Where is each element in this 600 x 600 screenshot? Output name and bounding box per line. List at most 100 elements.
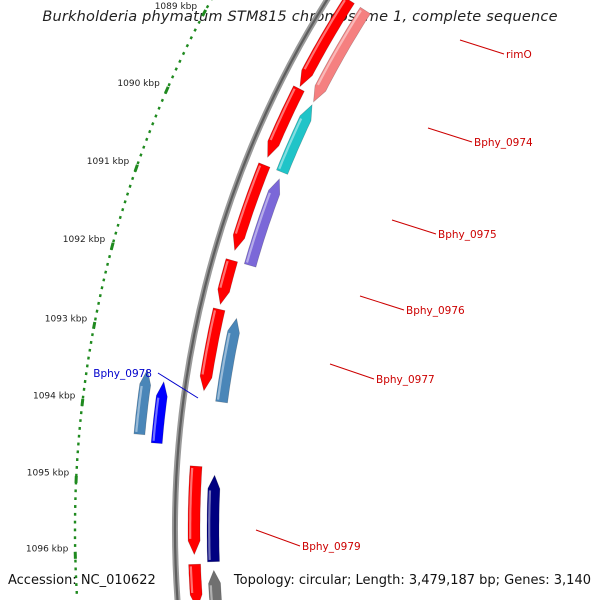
- ruler-minor-tick: [114, 231, 118, 235]
- gene-steel-outer-highlight: [135, 385, 143, 432]
- gene-label: rimO: [506, 49, 532, 61]
- gene-forward-highlight: [219, 260, 229, 288]
- gene-forward: [299, 0, 355, 88]
- gene-bphy-0979-highlight: [208, 490, 212, 560]
- ruler-minor-tick: [123, 200, 127, 204]
- sequence-stats: Topology: circular; Length: 3,479,187 bp…: [233, 573, 591, 588]
- ruler-minor-tick: [139, 153, 143, 157]
- gene-label: Bphy_0974: [474, 137, 533, 149]
- ruler-minor-tick: [178, 59, 182, 64]
- ruler-ticks: [73, 0, 213, 594]
- gene-features: [133, 0, 371, 600]
- ruler-minor-tick: [94, 317, 97, 321]
- ruler-minor-tick: [205, 4, 210, 9]
- ruler-major-tick: [164, 86, 170, 94]
- ruler-major-tick: [201, 9, 208, 17]
- ruler-major-tick: [133, 164, 139, 172]
- ruler-label: 1093 kbp: [45, 314, 88, 324]
- ruler-minor-tick: [116, 223, 120, 227]
- ruler-major-tick: [92, 321, 97, 330]
- ruler-minor-tick: [193, 28, 197, 32]
- ruler-minor-tick: [148, 129, 152, 134]
- ruler-minor-tick: [154, 114, 158, 118]
- gene-grey: [208, 569, 222, 600]
- ruler-minor-tick: [151, 122, 155, 126]
- ruler-minor-tick: [104, 270, 108, 274]
- label-leaders: [157, 39, 505, 547]
- ruler-minor-tick: [125, 192, 130, 196]
- gene-steel-outer: [133, 368, 152, 436]
- gene-forward-highlight: [201, 310, 217, 375]
- gene-forward: [188, 563, 203, 600]
- ruler-minor-tick: [197, 20, 201, 25]
- ruler-minor-tick: [97, 301, 101, 306]
- gene-forward-highlight: [303, 0, 346, 70]
- gene-label-leader: [359, 295, 405, 311]
- gene-forward: [267, 85, 305, 158]
- ruler-label: 1095 kbp: [27, 468, 70, 478]
- ruler-minor-tick: [142, 145, 146, 149]
- ruler-minor-tick: [189, 36, 193, 40]
- gene-forward-highlight: [269, 88, 296, 141]
- ruler-minor-tick: [98, 293, 102, 298]
- gene-rimO-highlight: [316, 9, 362, 86]
- gene-label: Bphy_0977: [376, 374, 435, 386]
- ruler-label: 1089 kbp: [155, 2, 198, 12]
- gene-forward: [199, 307, 226, 392]
- gene-label-leader: [157, 372, 199, 399]
- ruler-minor-tick: [108, 254, 112, 259]
- ruler-minor-tick: [112, 239, 116, 243]
- ruler-minor-tick: [167, 82, 171, 87]
- ruler-minor-tick: [174, 67, 178, 71]
- gene-rimO: [313, 6, 371, 103]
- ruler-minor-tick: [118, 215, 122, 220]
- ruler-minor-tick: [131, 176, 135, 181]
- gene-bphy-0977-highlight: [216, 332, 231, 400]
- gene-bphy-0974-highlight: [278, 118, 303, 170]
- gene-label: Bphy_0979: [302, 541, 361, 553]
- backbone-inner: [174, 0, 329, 600]
- ruler-minor-tick: [145, 137, 149, 142]
- gene-label: Bphy_0976: [406, 305, 465, 317]
- gene-label-leader: [255, 529, 301, 547]
- ruler-minor-tick: [100, 286, 104, 290]
- ruler-minor-tick: [170, 75, 175, 79]
- ruler-minor-tick: [121, 207, 125, 212]
- gene-bphy-0975-highlight: [245, 192, 271, 263]
- ruler-minor-tick: [136, 161, 140, 165]
- chromosome-backbone: [172, 0, 331, 600]
- gene-label-leader: [391, 219, 437, 235]
- gene-label-leader: [427, 127, 473, 143]
- ruler-minor-tick: [106, 262, 110, 267]
- gene-grey-highlight: [209, 585, 213, 600]
- gene-label-leader: [459, 39, 505, 55]
- gene-label: Bphy_0975: [438, 229, 497, 241]
- ruler-minor-tick: [95, 309, 99, 313]
- gene-forward-highlight: [234, 165, 262, 234]
- ruler-minor-tick: [91, 333, 94, 337]
- gene-forward: [232, 162, 271, 252]
- gene-forward: [187, 465, 203, 556]
- ruler-label: 1090 kbp: [117, 79, 160, 89]
- labels: 1089 kbp 1090 kbp 1091 kbp 1092 kbp 1093 kbp…: [26, 2, 533, 554]
- gene-bphy-0977: [215, 317, 240, 404]
- gene-bphy-0978-highlight: [152, 397, 160, 441]
- map-title: Burkholderia phymatum STM815 chromosome …: [42, 9, 558, 25]
- ruler-minor-tick: [160, 98, 164, 103]
- gene-forward: [217, 258, 238, 306]
- ruler-label: 1092 kbp: [63, 235, 106, 245]
- gene-bphy-0974: [276, 104, 313, 175]
- gene-label: Bphy_0978: [93, 368, 152, 380]
- gene-bphy-0975: [243, 178, 281, 268]
- ruler-minor-tick: [128, 184, 132, 188]
- gene-label-leader: [329, 363, 375, 380]
- ruler-label: 1094 kbp: [33, 391, 76, 401]
- gene-forward-highlight: [189, 467, 194, 539]
- gene-bphy-0979: [206, 474, 221, 563]
- ruler-minor-tick: [157, 106, 161, 110]
- ruler-minor-tick: [185, 43, 190, 48]
- ruler-label: 1096 kbp: [26, 544, 69, 554]
- ruler-minor-tick: [102, 278, 106, 282]
- ruler-major-tick: [109, 242, 115, 250]
